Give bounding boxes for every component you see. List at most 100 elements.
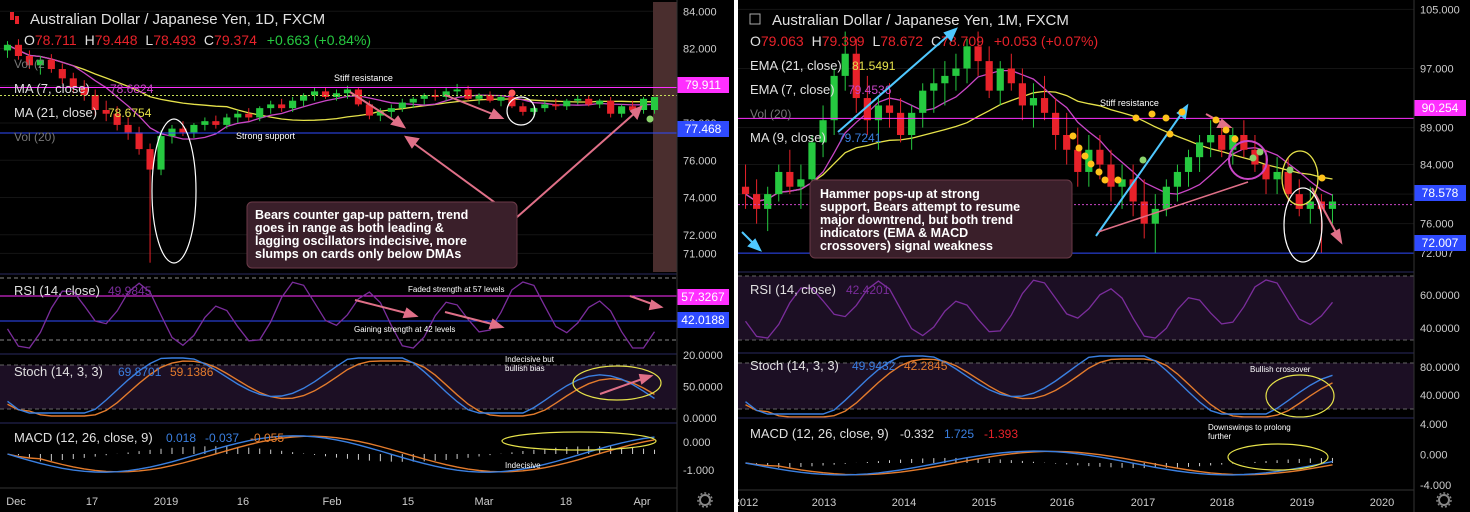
gear-icon[interactable] — [697, 492, 713, 508]
daily-stoch-label: Stoch (14, 3, 3) — [14, 364, 103, 379]
price-tick-label: 105.000 — [1420, 4, 1460, 16]
monthly-support-badge — [1414, 235, 1466, 251]
candle — [830, 68, 838, 135]
monthly-title: Australian Dollar / Japanese Yen, 1M, FX… — [772, 12, 1069, 29]
candle — [1040, 75, 1049, 121]
daily-rsi-pane: RSI (14, close) 49.9845 Faded strength a… — [0, 277, 729, 349]
daily-ma21-label: MA (21, close) — [14, 105, 97, 120]
candle — [908, 105, 916, 150]
daily-faded-note: Faded strength at 57 levels — [408, 285, 505, 294]
candle — [1052, 98, 1060, 150]
daily-annotation-box — [246, 201, 518, 269]
candle — [618, 104, 626, 118]
daily-annotations: Stiff resistance Strong support Bears co… — [151, 73, 654, 269]
daily-indecisive-note: Indecisive — [505, 461, 541, 470]
fast-ma-line — [7, 44, 655, 140]
candle — [574, 95, 582, 105]
daily-macd-pane: MACD (12, 26, close, 9) 0.018 -0.037 -0.… — [7, 430, 657, 473]
daily-rsi-value: 49.9845 — [108, 284, 152, 298]
candle — [212, 115, 220, 129]
price-tick-label: 82.000 — [683, 44, 717, 56]
daily-range-ellipse — [506, 96, 536, 126]
candle — [650, 96, 659, 114]
daily-time-axis[interactable]: Dec 17 2019 16 Feb 15 Mar 18 Apr — [6, 496, 651, 508]
daily-macd-signal-value: -0.037 — [205, 431, 239, 445]
candle — [808, 135, 816, 187]
candle — [69, 72, 77, 94]
candle — [420, 93, 428, 105]
candle — [1162, 179, 1170, 217]
candle — [1007, 53, 1015, 91]
daily-gap-ellipse — [151, 118, 197, 264]
daily-chart[interactable]: Australian Dollar / Japanese Yen, 1D, FX… — [0, 0, 734, 512]
candle — [223, 113, 231, 129]
monthly-annotations: Stiff resistance Hammer pops-up at stron… — [741, 27, 1343, 325]
candle — [1129, 164, 1137, 217]
svg-text:77.468: 77.468 — [685, 122, 722, 136]
oscillator-tick-label: 40.0000 — [1420, 323, 1460, 335]
candle — [267, 100, 275, 114]
time-tick-label: Apr — [633, 496, 650, 508]
time-tick-label: 2019 — [154, 496, 178, 508]
daily-levels — [0, 86, 677, 134]
square-icon[interactable] — [749, 13, 761, 25]
monthly-macd-value: -0.332 — [900, 427, 934, 441]
monthly-stiff-resistance: Stiff resistance — [1100, 98, 1159, 108]
time-tick-label: 18 — [560, 496, 572, 508]
monthly-stoch-k-value: 49.9432 — [852, 359, 896, 373]
daily-price-axis[interactable]: 84.00082.00080.00078.00076.00074.00072.0… — [683, 6, 723, 477]
candle — [1118, 164, 1126, 209]
daily-indecisive-bias-note: Indecisive but bullish bias — [505, 355, 556, 373]
daily-grid — [0, 10, 677, 254]
candle — [1306, 186, 1314, 224]
oscillator-tick-label: -1.000 — [683, 465, 714, 477]
monthly-change: +0.053 (+0.07%) — [994, 33, 1098, 49]
monthly-price-axis[interactable]: 105.00097.00089.00084.00080.00076.00072.… — [1420, 4, 1460, 492]
daily-rsi-lower-badge — [677, 312, 729, 328]
candle — [1284, 157, 1292, 202]
svg-text:72.007: 72.007 — [1422, 236, 1459, 250]
time-tick-label: 2020 — [1370, 497, 1394, 509]
monthly-rsi-label: RSI (14, close) — [750, 282, 836, 297]
candle — [1107, 149, 1115, 202]
svg-text:O79.063 H79.399: O79.063 H79.399 L78.672 C78.709 +0.053 (… — [750, 33, 1098, 49]
candle — [80, 80, 88, 101]
time-tick-label: 15 — [402, 496, 414, 508]
candle — [797, 164, 805, 209]
candles-icon[interactable] — [10, 12, 19, 24]
time-tick-label: Mar — [475, 496, 494, 508]
time-tick-label: 2016 — [1050, 497, 1074, 509]
oscillator-tick-label: 4.000 — [1420, 419, 1448, 431]
daily-stoch-pane: Stoch (14, 3, 3) 69.8701 59.1386 Indecis… — [0, 355, 677, 417]
monthly-resistance-badge — [1414, 100, 1466, 116]
monthly-time-axis[interactable]: 2012 2013 2014 2015 2016 2017 2018 2019 2020 — [738, 497, 1394, 509]
candle — [124, 117, 132, 140]
candle — [453, 83, 461, 97]
gear-icon[interactable] — [1436, 492, 1452, 508]
daily-moving-averages — [7, 44, 655, 140]
candle — [376, 108, 384, 122]
daily-candles — [3, 39, 659, 263]
daily-macd-label: MACD (12, 26, close, 9) — [14, 430, 153, 445]
price-tick-label: 89.000 — [1420, 123, 1454, 135]
time-tick-label: 17 — [86, 496, 98, 508]
daily-title: Australian Dollar / Japanese Yen, 1D, FX… — [30, 11, 325, 28]
candle — [486, 91, 494, 103]
candle — [3, 41, 12, 58]
monthly-macd-label: MACD (12, 26, close, 9) — [750, 426, 889, 441]
monthly-ma9-label: MA (9, close) — [750, 130, 826, 145]
candle — [343, 85, 352, 99]
daily-stiff-resistance: Stiff resistance — [334, 73, 393, 83]
daily-rsi-label: RSI (14, close) — [14, 283, 100, 298]
monthly-low: 78.672 — [880, 33, 923, 49]
candle — [58, 63, 66, 84]
candle — [1151, 194, 1159, 254]
candle — [442, 87, 450, 101]
slow-ma-line — [745, 90, 1333, 203]
monthly-chart[interactable]: Australian Dollar / Japanese Yen, 1M, FX… — [738, 0, 1470, 512]
candle — [256, 106, 264, 122]
daily-vol-top-label: Vol (2 — [14, 57, 45, 71]
candle — [596, 98, 604, 109]
candle — [179, 121, 187, 137]
candle — [1173, 164, 1182, 202]
